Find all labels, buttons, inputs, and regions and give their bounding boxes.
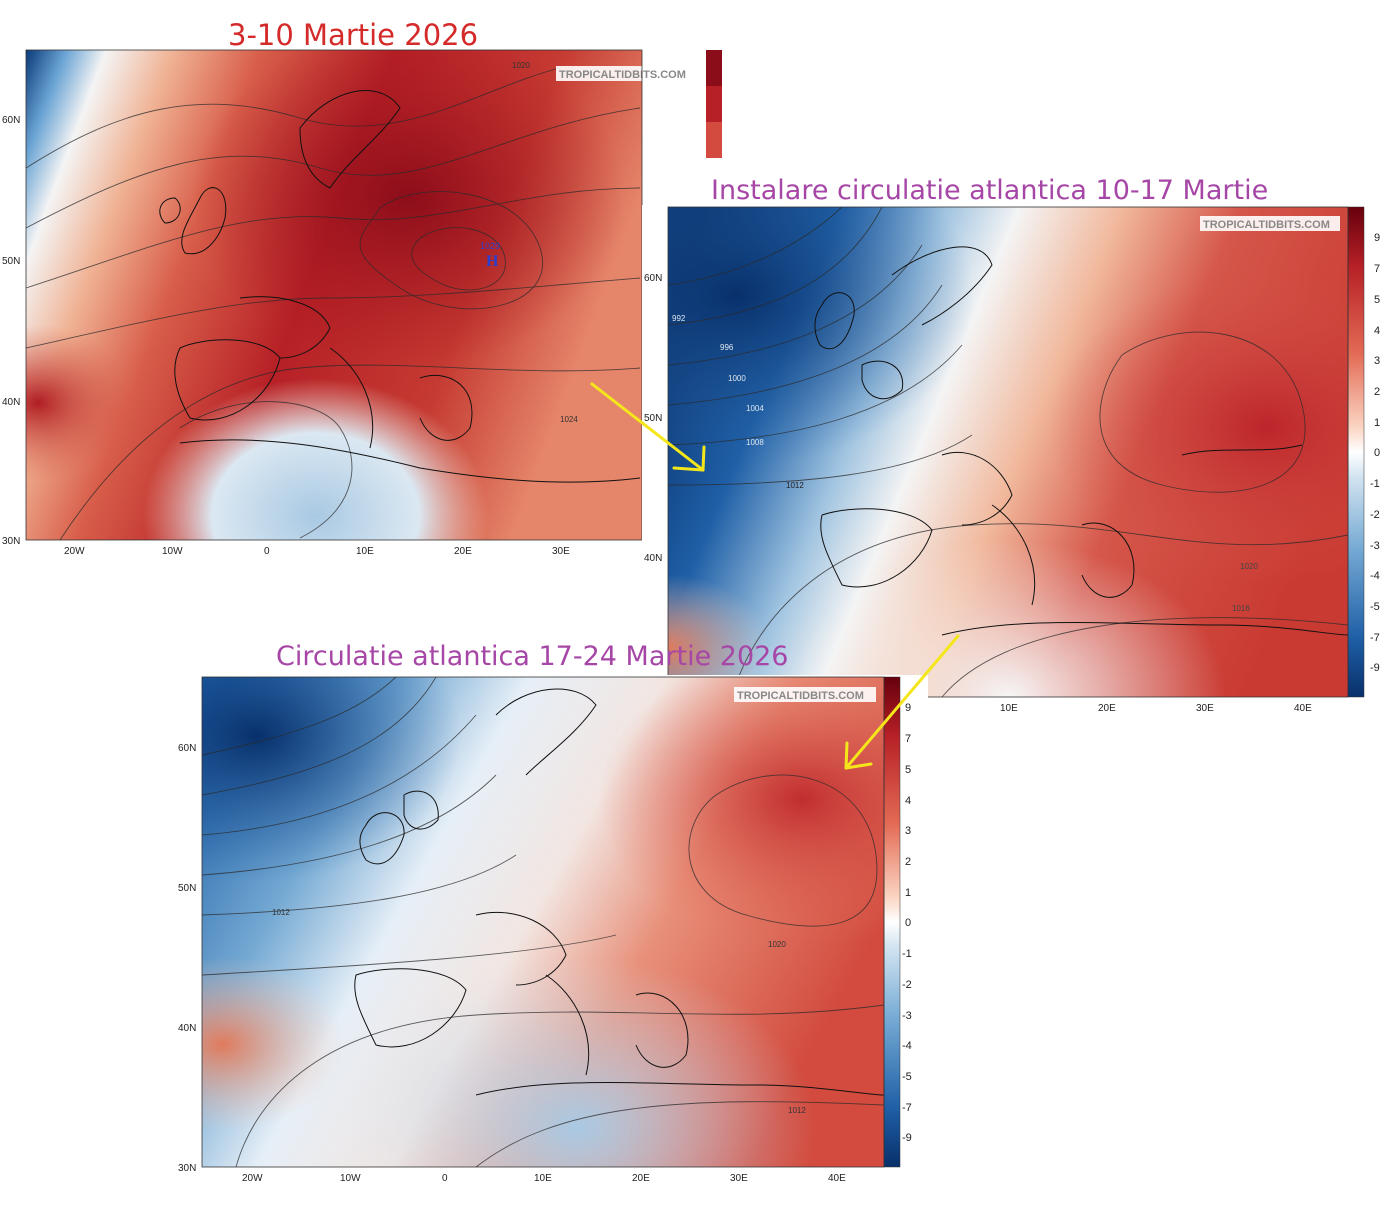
panel3-isobar-label: 1012 [272, 908, 290, 917]
panel3-colorbar-tick: 7 [905, 733, 911, 745]
panel2-isobar-label: 992 [672, 314, 686, 323]
panel3-isobar-label: 1012 [788, 1106, 806, 1115]
panel3-colorbar-tick: 4 [905, 795, 911, 807]
panel1-map: 9 7 5 TROPICALTIDBITS.COM 1020 1024 1029… [0, 48, 722, 558]
panel3-colorbar-tick: 2 [905, 856, 911, 868]
panel2-colorbar-tick: 9 [1374, 232, 1380, 244]
panel2-colorbar [1347, 206, 1365, 698]
panel3-watermark: TROPICALTIDBITS.COM [737, 690, 864, 702]
panel2-isobar-label: 996 [720, 343, 734, 352]
panel1-title: 3-10 Martie 2026 [228, 18, 479, 52]
panel1-isobar-label: 1024 [560, 415, 578, 424]
panel3-lon-label: 40E [828, 1173, 846, 1184]
panel3-lat-label: 30N [178, 1163, 196, 1174]
panel2-colorbar-tick: -9 [1370, 662, 1380, 674]
panel2-isobar-label: 1020 [1240, 562, 1258, 571]
panel3-lon-label: 0 [442, 1173, 448, 1184]
panel1-high-marker: H [486, 253, 499, 270]
panel2-colorbar-tick: -5 [1370, 601, 1380, 613]
panel1-lon-label: 20W [64, 546, 85, 557]
panel2-colorbar-tick: 1 [1374, 417, 1380, 429]
panel2-watermark: TROPICALTIDBITS.COM [1203, 219, 1330, 231]
panel3-isobar-label: 1020 [768, 940, 786, 949]
panel2-lon-label: 40E [1294, 703, 1312, 714]
panel3-lon-label: 30E [730, 1173, 748, 1184]
panel2-colorbar-tick: 7 [1374, 263, 1380, 275]
panel2-colorbar-tick: -4 [1370, 570, 1380, 582]
panel3-lat-label: 60N [178, 743, 196, 754]
panel3-colorbar-tick: -4 [902, 1040, 912, 1052]
panel2-isobar-label: 1004 [746, 404, 764, 413]
panel3-colorbar-tick: -2 [902, 979, 912, 991]
panel2-isobar-label: 1016 [1232, 604, 1250, 613]
panel3-lat-label: 40N [178, 1023, 196, 1034]
panel2-lon-label: 20E [1098, 703, 1116, 714]
panel3-colorbar-tick: 9 [905, 702, 911, 714]
panel3-colorbar-tick: -9 [902, 1132, 912, 1144]
panel2-colorbar-tick: 4 [1374, 325, 1380, 337]
panel2-colorbar-tick: -3 [1370, 540, 1380, 552]
panel3-lon-label: 20W [242, 1173, 263, 1184]
panel3-lon-label: 10E [534, 1173, 552, 1184]
panel2-lat-label: 60N [644, 273, 662, 284]
panel3-map: 9 7 5 4 3 2 1 0 -1 -2 -3 -4 -5 -7 -9 TRO… [176, 675, 928, 1190]
panel2-colorbar-tick: -2 [1370, 509, 1380, 521]
panel2-colorbar-tick: 0 [1374, 447, 1380, 459]
panel2-isobar-label: 1008 [746, 438, 764, 447]
panel2-map: 9 7 5 4 3 2 1 0 -1 -2 -3 -4 -5 -7 -9 TRO… [642, 205, 1400, 720]
panel1-lat-label: 40N [2, 397, 20, 408]
panel1-lat-label: 30N [2, 536, 20, 547]
panel2-colorbar-tick: -7 [1370, 632, 1380, 644]
panel2-lon-label: 30E [1196, 703, 1214, 714]
panel2-isobar-label: 1000 [728, 374, 746, 383]
panel1-lon-label: 10W [162, 546, 183, 557]
panel2-lat-label: 40N [644, 553, 662, 564]
panel1-isobar-label: 1020 [512, 61, 530, 70]
panel2-colorbar-tick: 2 [1374, 386, 1380, 398]
panel3-lon-label: 10W [340, 1173, 361, 1184]
panel1-lat-label: 60N [2, 115, 20, 126]
panel3-colorbar-tick: 0 [905, 917, 911, 929]
panel3-lat-label: 50N [178, 883, 196, 894]
panel2-colorbar-tick: -1 [1370, 478, 1380, 490]
panel2-colorbar-tick: 5 [1374, 294, 1380, 306]
panel3-colorbar-tick: 5 [905, 764, 911, 776]
panel1-watermark: TROPICALTIDBITS.COM [559, 69, 686, 81]
panel1-high-value: 1029 [480, 241, 500, 251]
panel1-lat-label: 50N [2, 256, 20, 267]
panel1-lon-label: 20E [454, 546, 472, 557]
panel3-colorbar-tick: 3 [905, 825, 911, 837]
panel3-colorbar-tick: 1 [905, 887, 911, 899]
panel3-title: Circulatie atlantica 17-24 Martie 2026 [276, 641, 789, 672]
panel3-lon-label: 20E [632, 1173, 650, 1184]
panel3-colorbar-tick: -1 [902, 948, 912, 960]
panel3-colorbar [883, 676, 901, 1168]
panel2-isobar-label: 1012 [786, 481, 804, 490]
panel1-lon-label: 10E [356, 546, 374, 557]
panel1-lon-label: 0 [264, 546, 270, 557]
panel2-colorbar-tick: 3 [1374, 355, 1380, 367]
panel3-colorbar-tick: -3 [902, 1010, 912, 1022]
panel3-colorbar-tick: -5 [902, 1071, 912, 1083]
panel2-title: Instalare circulatie atlantica 10-17 Mar… [711, 175, 1269, 206]
panel1-lon-label: 30E [552, 546, 570, 557]
panel2-lon-label: 10E [1000, 703, 1018, 714]
panel3-colorbar-tick: -7 [902, 1102, 912, 1114]
panel1-colorbar [706, 50, 722, 158]
panel2-lat-label: 50N [644, 413, 662, 424]
